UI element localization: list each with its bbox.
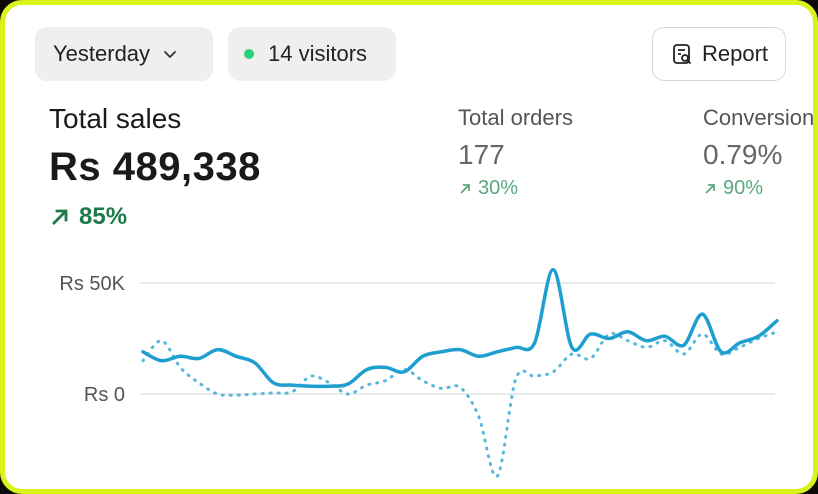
total-sales-change: 85%	[49, 203, 127, 231]
total-sales-change-value: 85%	[79, 203, 128, 230]
metric-change-value: 30%	[478, 177, 519, 199]
metric-value: 0.79%	[703, 139, 783, 170]
metric-total-orders[interactable]: Total orders 177 30%	[458, 105, 573, 200]
metric-change: 90%	[703, 177, 813, 200]
chart-series-current-period	[141, 267, 779, 389]
metric-value: 177	[458, 139, 505, 170]
total-sales-label: Total sales	[49, 103, 182, 134]
metric-label: Total orders	[458, 105, 573, 130]
arrow-up-right-icon	[705, 183, 715, 194]
arrow-up-right-icon	[460, 183, 470, 194]
sales-line-chart: Rs 50K Rs 0	[59, 267, 779, 478]
report-search-icon	[673, 44, 691, 64]
chevron-down-icon	[164, 51, 176, 58]
live-visitors-pill[interactable]: 14 visitors	[228, 27, 396, 81]
total-sales-value: Rs 489,338	[49, 145, 261, 189]
metric-change: 30%	[458, 177, 573, 200]
report-label: Report	[701, 41, 769, 66]
date-range-dropdown[interactable]: Yesterday	[35, 27, 213, 81]
metric-label: Conversion rate	[703, 105, 815, 130]
metric-change-value: 90%	[723, 177, 764, 199]
report-button[interactable]: Report	[652, 27, 786, 81]
chart-series-previous-period	[141, 330, 779, 478]
metric-conversion-rate[interactable]: Conversion rate 0.79% 90%	[703, 105, 815, 200]
live-status-dot	[244, 49, 254, 59]
y-tick-label-50k: Rs 50K	[59, 273, 125, 295]
visitors-label: 14 visitors	[268, 41, 368, 66]
date-range-label: Yesterday	[53, 41, 151, 66]
arrow-up-right-icon	[52, 209, 68, 225]
y-tick-label-0: Rs 0	[84, 384, 125, 406]
